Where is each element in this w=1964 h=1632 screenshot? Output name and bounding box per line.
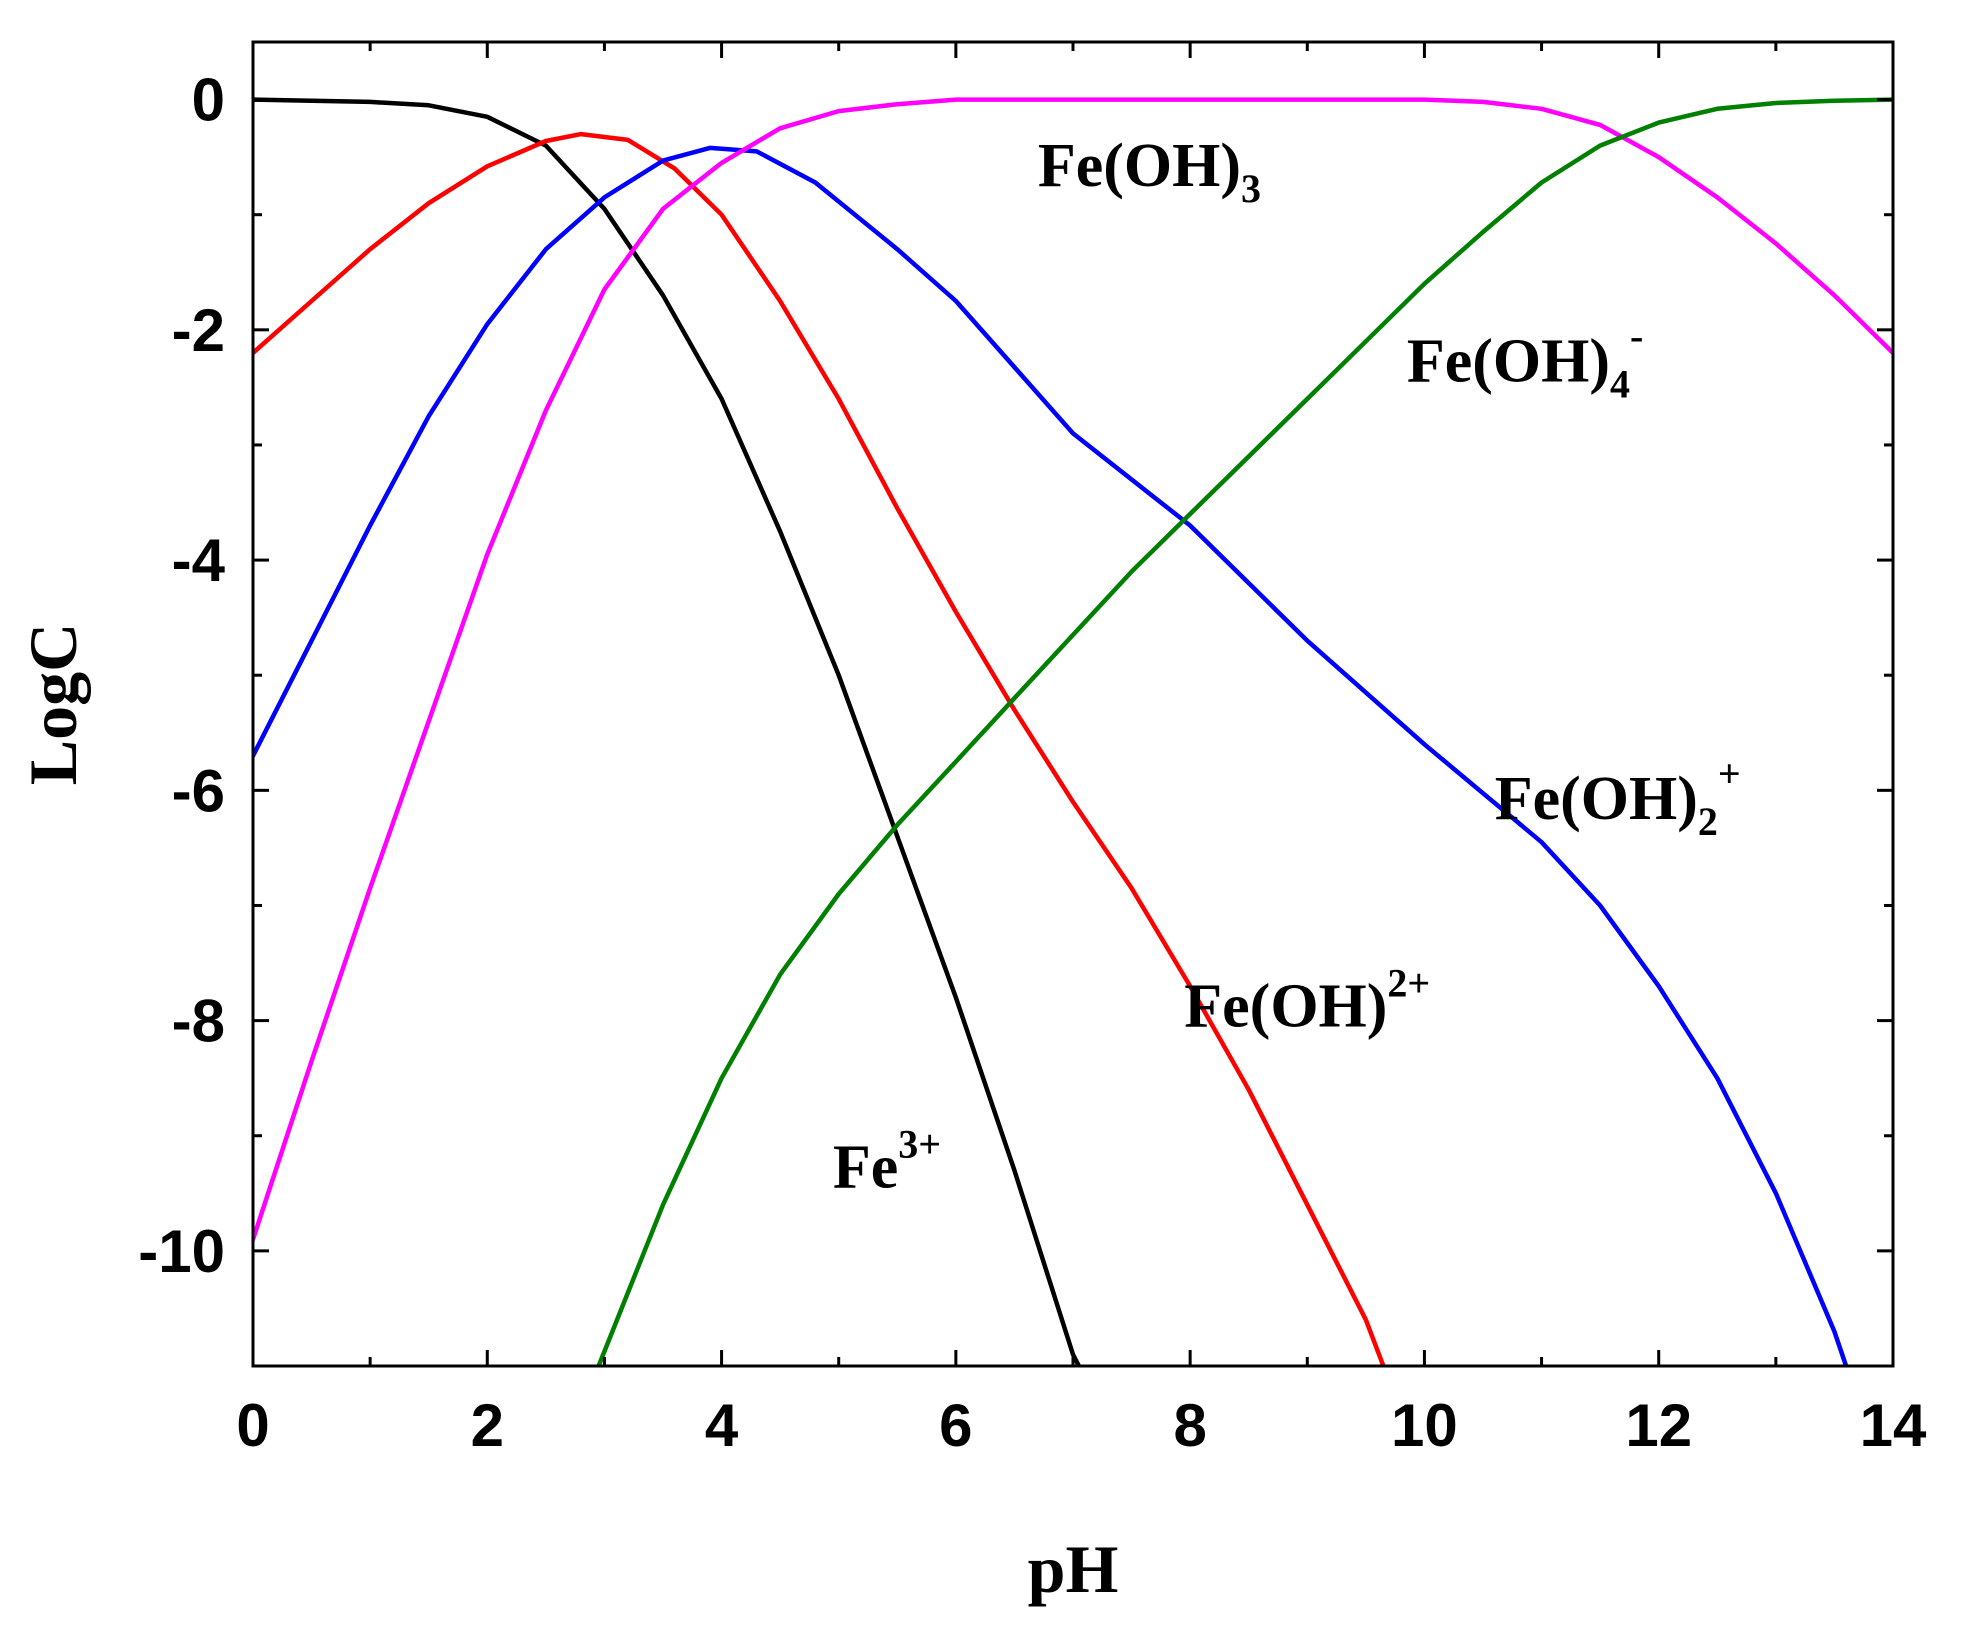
y-tick-label: -4 [172, 527, 226, 594]
series-labels: Fe3+ Fe(OH)2+ Fe(OH)2+ Fe(OH)3 Fe(OH)4- [833, 132, 1741, 1202]
series-line-2 [253, 145, 1849, 1366]
series-line-3 [253, 97, 1893, 1242]
y-tick-label: -6 [172, 757, 225, 824]
x-tick-label: 0 [236, 1392, 269, 1459]
x-axis-title: pH [1028, 1531, 1119, 1607]
axis-ticks: 0 2 4 6 8 10 12 14 0 -2 -4 -6 -8 -10 [138, 42, 1927, 1459]
x-tick-label: 4 [705, 1392, 739, 1459]
x-tick-label: 2 [471, 1392, 504, 1459]
x-tick-label: 12 [1625, 1392, 1692, 1459]
series-label-3: Fe(OH)3 [1038, 132, 1261, 211]
series-line-0 [253, 97, 1082, 1366]
x-tick-label: 14 [1860, 1392, 1927, 1459]
x-tick-label: 10 [1391, 1392, 1458, 1459]
plot-series-group [253, 97, 1893, 1366]
series-label-0: Fe3+ [833, 1122, 941, 1202]
plot-frame [251, 40, 1895, 1368]
y-tick-label: 0 [192, 67, 225, 134]
y-axis-title: LogC [15, 623, 91, 785]
x-tick-label: 6 [939, 1392, 972, 1459]
series-label-4: Fe(OH)4- [1407, 314, 1643, 407]
y-tick-label: -8 [172, 988, 225, 1055]
series-label-1: Fe(OH)2+ [1184, 960, 1430, 1040]
x-tick-label: 8 [1173, 1392, 1206, 1459]
series-label-2: Fe(OH)2+ [1495, 751, 1741, 844]
y-tick-label: -10 [138, 1218, 225, 1285]
series-line-4 [596, 97, 1893, 1366]
series-line-1 [253, 131, 1386, 1366]
y-tick-label: -2 [172, 297, 225, 364]
